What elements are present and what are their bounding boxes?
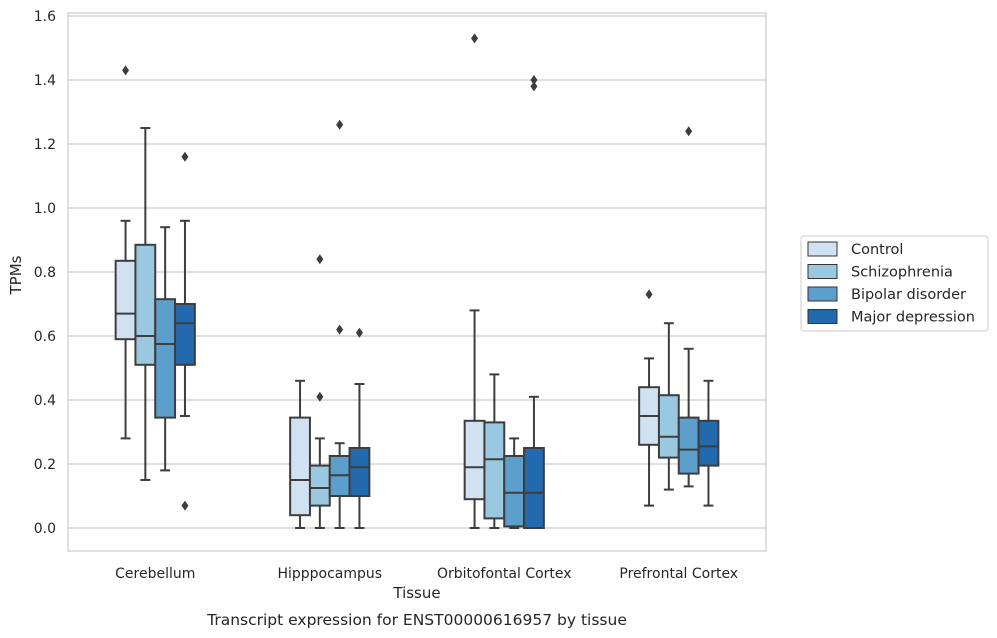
box-iqr bbox=[174, 303, 196, 366]
x-tick-label: Cerebellum bbox=[115, 566, 195, 582]
outlier-point bbox=[530, 75, 538, 85]
box-major-depression bbox=[174, 151, 196, 511]
box-major-depression bbox=[523, 75, 545, 529]
legend: Control Schizophrenia Bipolar disorder Majo… bbox=[800, 235, 989, 332]
box-schizophrenia bbox=[134, 127, 157, 481]
box-bipolar-disorder bbox=[677, 126, 700, 488]
x-tick-label: Orbitofontal Cortex bbox=[437, 566, 572, 582]
box-iqr bbox=[657, 394, 680, 459]
box-schizophrenia bbox=[657, 322, 680, 491]
legend-swatch bbox=[807, 286, 838, 302]
outlier-point bbox=[645, 289, 653, 300]
outlier-point bbox=[471, 33, 479, 44]
outlier-point bbox=[316, 254, 324, 265]
legend-swatch bbox=[807, 241, 838, 257]
y-tick-label: 1.4 bbox=[34, 73, 56, 89]
legend-swatch bbox=[807, 264, 838, 279]
outlier-point bbox=[685, 126, 693, 137]
box-schizophrenia bbox=[483, 373, 506, 529]
legend-label: Control bbox=[851, 242, 903, 258]
y-tick-label: 0.8 bbox=[34, 265, 56, 281]
outlier-point bbox=[316, 391, 324, 402]
y-tick-label: 0.2 bbox=[34, 457, 56, 473]
outlier-point bbox=[336, 324, 344, 335]
box-iqr bbox=[463, 419, 486, 501]
box-iqr bbox=[503, 455, 526, 528]
x-axis-ticks: Cerebellum Hipppocampus Orbitofontal Corte… bbox=[115, 566, 738, 582]
box-major-depression bbox=[697, 379, 720, 507]
box-control bbox=[289, 379, 311, 529]
box-iqr bbox=[114, 259, 137, 341]
box-control bbox=[463, 33, 486, 529]
boxes bbox=[114, 33, 720, 529]
outlier-point bbox=[530, 81, 538, 92]
box-iqr bbox=[154, 298, 177, 419]
x-axis-label: Tissue bbox=[392, 584, 440, 602]
box-bipolar-disorder bbox=[503, 437, 526, 529]
legend-label: Bipolar disorder bbox=[851, 287, 966, 303]
outlier-point bbox=[181, 151, 189, 162]
box-control bbox=[638, 289, 660, 507]
y-axis-ticks: 0.0 0.2 0.4 0.6 0.8 1.0 1.2 1.4 1.6 bbox=[34, 9, 56, 537]
y-tick-label: 1.0 bbox=[34, 201, 56, 217]
y-axis-label: TPMs bbox=[7, 255, 25, 295]
box-iqr bbox=[677, 416, 700, 475]
legend-swatch bbox=[807, 309, 838, 324]
y-tick-label: 1.2 bbox=[34, 137, 56, 153]
chart-title: Transcript expression for ENST0000061695… bbox=[206, 611, 627, 629]
x-tick-label: Prefrontal Cortex bbox=[619, 566, 738, 582]
outlier-point bbox=[336, 119, 344, 130]
y-tick-label: 0.4 bbox=[34, 393, 56, 409]
box-iqr bbox=[348, 447, 371, 497]
box-control bbox=[114, 65, 137, 440]
legend-label: Schizophrenia bbox=[851, 265, 953, 281]
outlier-point bbox=[355, 327, 363, 338]
box-bipolar-disorder bbox=[328, 119, 351, 529]
y-tick-label: 0.0 bbox=[34, 521, 56, 537]
legend-label: Major depression bbox=[851, 310, 975, 326]
legend-frame bbox=[800, 235, 989, 332]
box-iqr bbox=[134, 243, 157, 366]
box-major-depression bbox=[348, 327, 371, 529]
box-iqr bbox=[523, 447, 545, 529]
y-tick-label: 1.6 bbox=[34, 9, 56, 25]
x-tick-label: Hipppocampus bbox=[277, 566, 382, 582]
box-iqr bbox=[308, 464, 331, 507]
outlier-point bbox=[122, 65, 130, 76]
y-tick-label: 0.6 bbox=[34, 329, 56, 345]
outlier-point bbox=[181, 500, 189, 511]
box-bipolar-disorder bbox=[154, 226, 177, 472]
box-iqr bbox=[289, 416, 311, 517]
box-iqr bbox=[697, 419, 720, 467]
box-schizophrenia bbox=[308, 254, 331, 529]
plot-area-frame bbox=[67, 12, 767, 552]
box-iqr bbox=[483, 421, 506, 520]
